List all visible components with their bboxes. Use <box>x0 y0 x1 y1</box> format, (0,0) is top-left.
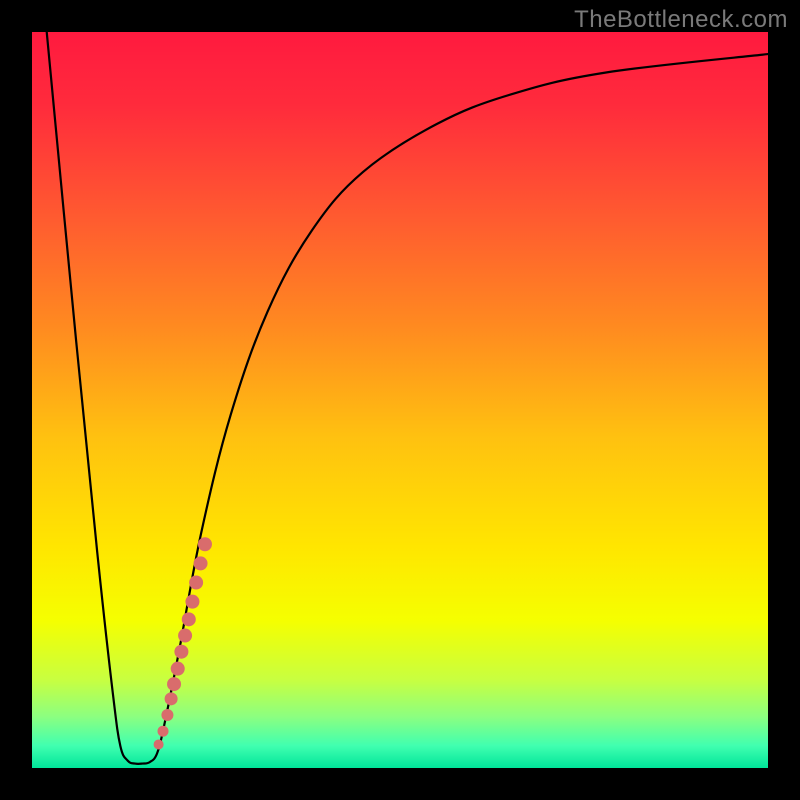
data-dot <box>198 537 212 551</box>
gradient-background <box>32 32 768 768</box>
data-dot <box>154 739 164 749</box>
watermark-text: TheBottleneck.com <box>574 6 788 34</box>
data-dot <box>178 629 192 643</box>
data-dot <box>167 677 181 691</box>
bottleneck-chart: TheBottleneck.com <box>0 0 800 800</box>
plot-area <box>32 32 768 768</box>
data-dot <box>161 709 173 721</box>
data-dot <box>158 726 169 737</box>
data-dot <box>189 576 203 590</box>
data-dot <box>194 556 208 570</box>
plot-svg <box>32 32 768 768</box>
data-dot <box>165 692 178 705</box>
data-dot <box>182 612 196 626</box>
data-dot <box>185 595 199 609</box>
data-dot <box>174 645 188 659</box>
data-dot <box>171 662 185 676</box>
